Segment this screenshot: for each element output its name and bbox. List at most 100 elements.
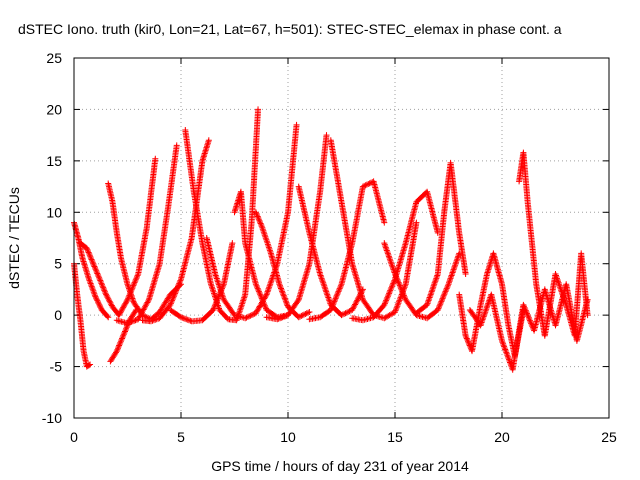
data-point-marks (248, 108, 261, 226)
data-point (462, 271, 469, 277)
data-point (173, 142, 180, 149)
data-point-marks (220, 296, 237, 317)
data-point-marks (242, 310, 258, 322)
data-point-marks (456, 229, 469, 276)
data-point-marks (445, 251, 462, 288)
data-point-marks (143, 157, 159, 231)
data-point-marks (83, 245, 96, 266)
series-arc-22 (466, 281, 591, 373)
series-arc-03 (77, 155, 159, 319)
data-point-marks (488, 291, 505, 343)
data-point-marks (79, 255, 92, 281)
data-point-marks (80, 348, 90, 368)
data-point (413, 219, 420, 226)
series-arc-17 (349, 188, 441, 324)
data-point (381, 219, 388, 226)
x-tick-label: 20 (494, 429, 510, 445)
y-tick-label: -5 (50, 359, 63, 375)
data-point-marks (145, 262, 163, 303)
data-point (105, 314, 112, 321)
data-point-marks (295, 262, 312, 303)
data-point-marks (370, 303, 387, 321)
data-point-marks (135, 226, 150, 277)
data-point-marks (190, 188, 206, 245)
data-point-marks (182, 127, 197, 194)
y-tick-label: 0 (54, 307, 62, 323)
data-point-marks (167, 307, 183, 320)
data-point-marks (216, 307, 230, 322)
data-point-marks (349, 260, 366, 302)
data-point-marks (167, 277, 184, 308)
data-point-marks (295, 309, 312, 321)
data-point (306, 309, 313, 316)
data-point (323, 132, 330, 139)
data-point-marks (203, 235, 218, 276)
data-point-marks (424, 272, 441, 308)
data-point-marks (156, 205, 171, 267)
data-point-marks (109, 199, 120, 235)
data-point-marks (295, 183, 312, 235)
data-point-marks (92, 293, 105, 312)
data-point-marks (199, 240, 214, 286)
data-point-marks (103, 291, 115, 309)
data-point-marks (259, 224, 274, 255)
grid (74, 58, 609, 418)
data-point-marks (306, 229, 323, 276)
data-point-marks (524, 199, 535, 245)
data-point (87, 361, 94, 368)
data-point-marks (107, 349, 119, 365)
data-point-marks (276, 281, 291, 309)
data-point-marks (349, 185, 366, 247)
y-tick-label: 20 (46, 101, 62, 117)
data-point-marks (529, 240, 540, 286)
tick-labels: 0 5 10 15 20 25 -10 -5 0 5 10 15 20 25 (42, 50, 617, 445)
data-point-marks (381, 277, 398, 308)
data-point-marks (381, 309, 397, 322)
x-tick-label: 25 (601, 429, 617, 445)
y-tick-label: 5 (54, 256, 62, 272)
data-point-marks (447, 159, 462, 235)
data-point-marks (274, 210, 291, 267)
data-point-marks (499, 281, 512, 327)
data-point-marks (359, 179, 376, 190)
data-point-marks (113, 334, 126, 355)
x-tick-label: 10 (280, 429, 296, 445)
data-point-marks (434, 210, 448, 277)
data-point-marks (86, 276, 98, 299)
y-tick-label: 15 (46, 153, 62, 169)
data-point-marks (424, 307, 440, 322)
data-point (229, 240, 236, 247)
series-arc-06 (113, 142, 180, 327)
data-point-marks (490, 250, 505, 286)
data-point-marks (178, 236, 195, 283)
data-point-marks (77, 240, 89, 251)
data-point-marks (195, 159, 206, 195)
data-point-marks (156, 292, 173, 316)
data-point-marks (96, 276, 109, 297)
data-point-marks (573, 298, 591, 344)
series-arc-16 (327, 137, 420, 322)
chart-title: dSTEC Iono. truth (kir0, Lon=21, Lat=67,… (18, 21, 562, 37)
data-point-marks (105, 180, 116, 204)
y-axis-title: dSTEC / TECUs (6, 187, 22, 289)
data-point-marks (359, 296, 376, 317)
plot-frame (73, 57, 610, 419)
x-tick-label: 5 (177, 429, 185, 445)
data-point (152, 155, 159, 162)
data-point-marks (413, 189, 429, 205)
data-point-marks (135, 298, 152, 323)
data-point-marks (381, 240, 398, 276)
series-arc-07 (139, 137, 212, 325)
data-point-marks (77, 317, 87, 353)
series-arc-19 (413, 159, 469, 317)
data-point-marks (509, 303, 527, 373)
data-point-marks (413, 302, 429, 317)
data-point-marks (165, 144, 180, 211)
data-point-marks (520, 149, 531, 204)
data-point-marks (402, 221, 420, 288)
data-point-marks (424, 188, 441, 235)
data-point-marks (402, 200, 419, 247)
data-point-marks (327, 137, 345, 204)
data-point-marks (317, 307, 333, 321)
